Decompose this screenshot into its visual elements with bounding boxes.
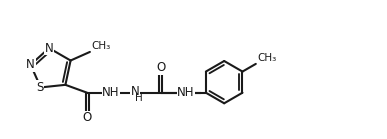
Text: CH₃: CH₃	[257, 53, 277, 63]
Bar	[203, 66, 261, 120]
Text: NH: NH	[177, 86, 195, 99]
Text: O: O	[156, 61, 166, 74]
Text: O: O	[82, 111, 92, 124]
Text: N: N	[45, 42, 53, 55]
Text: S: S	[36, 81, 44, 94]
Text: N: N	[130, 85, 139, 98]
Bar	[201, 11, 387, 127]
Text: CH₃: CH₃	[92, 41, 111, 51]
Text: NH: NH	[102, 86, 120, 99]
Bar	[203, 60, 303, 121]
Text: H: H	[135, 94, 142, 103]
Text: N: N	[26, 58, 35, 71]
Text: NH: NH	[177, 86, 195, 99]
